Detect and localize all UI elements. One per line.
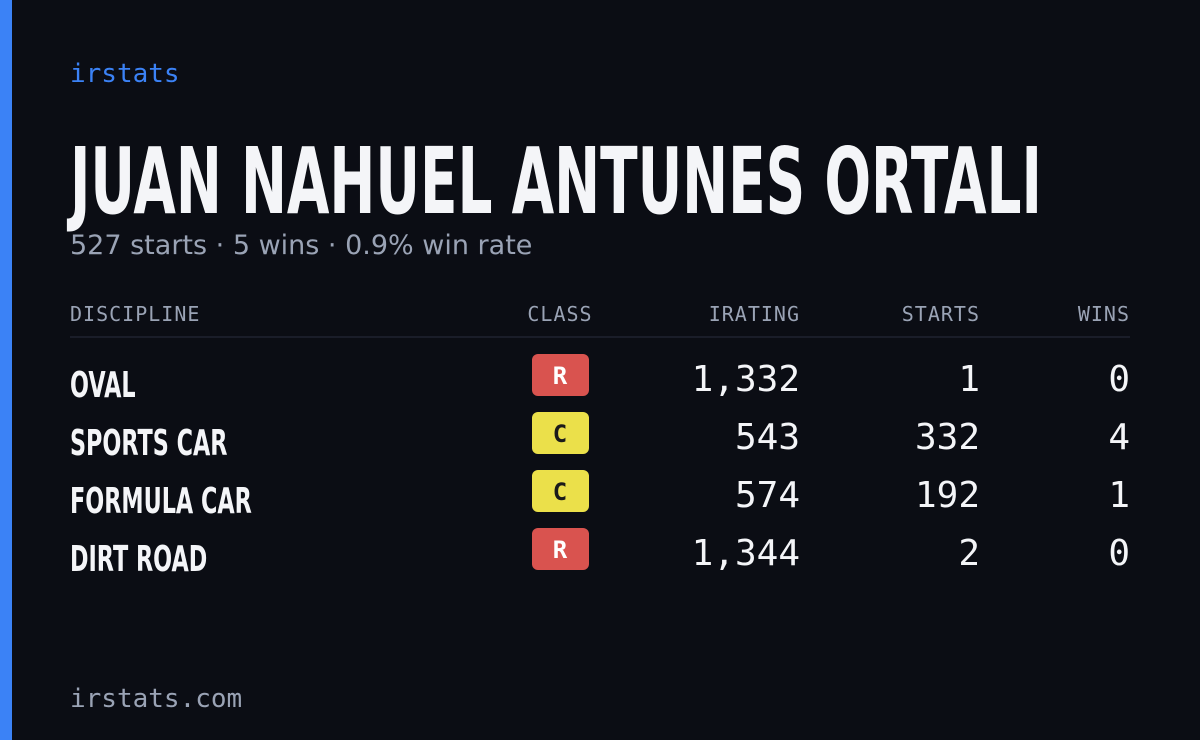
irating-value: 543 xyxy=(735,417,800,458)
discipline: FORMULA CAR xyxy=(70,481,252,523)
class-letter: R xyxy=(553,362,568,390)
class-badge xyxy=(532,528,589,570)
table-row: SPORTS CAR C 543 332 4 xyxy=(70,412,1130,465)
discipline: DIRT ROAD xyxy=(70,539,207,581)
class-letter: C xyxy=(553,478,567,506)
wins-value: 0 xyxy=(1108,533,1130,574)
class-badge xyxy=(532,412,589,454)
column-header: CLASS xyxy=(527,302,592,326)
irating-value: 574 xyxy=(735,475,800,516)
wins-value: 0 xyxy=(1108,359,1130,400)
class-badge xyxy=(532,470,589,512)
column-header: WINS xyxy=(1078,302,1130,326)
class-letter: R xyxy=(553,536,568,564)
accent-bar xyxy=(0,0,12,740)
table-row: FORMULA CAR C 574 192 1 xyxy=(70,470,1130,523)
column-header: DISCIPLINE xyxy=(70,302,200,326)
starts-value: 332 xyxy=(915,417,980,458)
starts-value: 192 xyxy=(915,475,980,516)
brand: irstats xyxy=(70,59,180,89)
class-letter: C xyxy=(553,420,567,448)
irating-value: 1,344 xyxy=(692,533,800,574)
class-badge xyxy=(532,354,589,396)
table-row: DIRT ROAD R 1,344 2 0 xyxy=(70,528,1130,581)
discipline: OVAL xyxy=(70,365,136,407)
table-row: OVAL R 1,332 1 0 xyxy=(70,354,1130,407)
driver-name: JUAN NAHUEL ANTUNES ORTALI xyxy=(66,128,1042,235)
irating-value: 1,332 xyxy=(692,359,800,400)
table: DISCIPLINE CLASS IRATING STARTS WINS OVAL R 1,3… xyxy=(70,302,1130,581)
wins-value: 1 xyxy=(1108,475,1130,516)
summary: 527 starts · 5 wins · 0.9% win rate xyxy=(70,230,532,261)
column-header: IRATING xyxy=(709,302,800,326)
starts-value: 1 xyxy=(958,359,980,400)
starts-value: 2 xyxy=(958,533,980,574)
column-header: STARTS xyxy=(902,302,980,326)
footer: irstats.com xyxy=(70,684,242,714)
wins-value: 4 xyxy=(1108,417,1130,458)
discipline: SPORTS CAR xyxy=(70,423,227,465)
